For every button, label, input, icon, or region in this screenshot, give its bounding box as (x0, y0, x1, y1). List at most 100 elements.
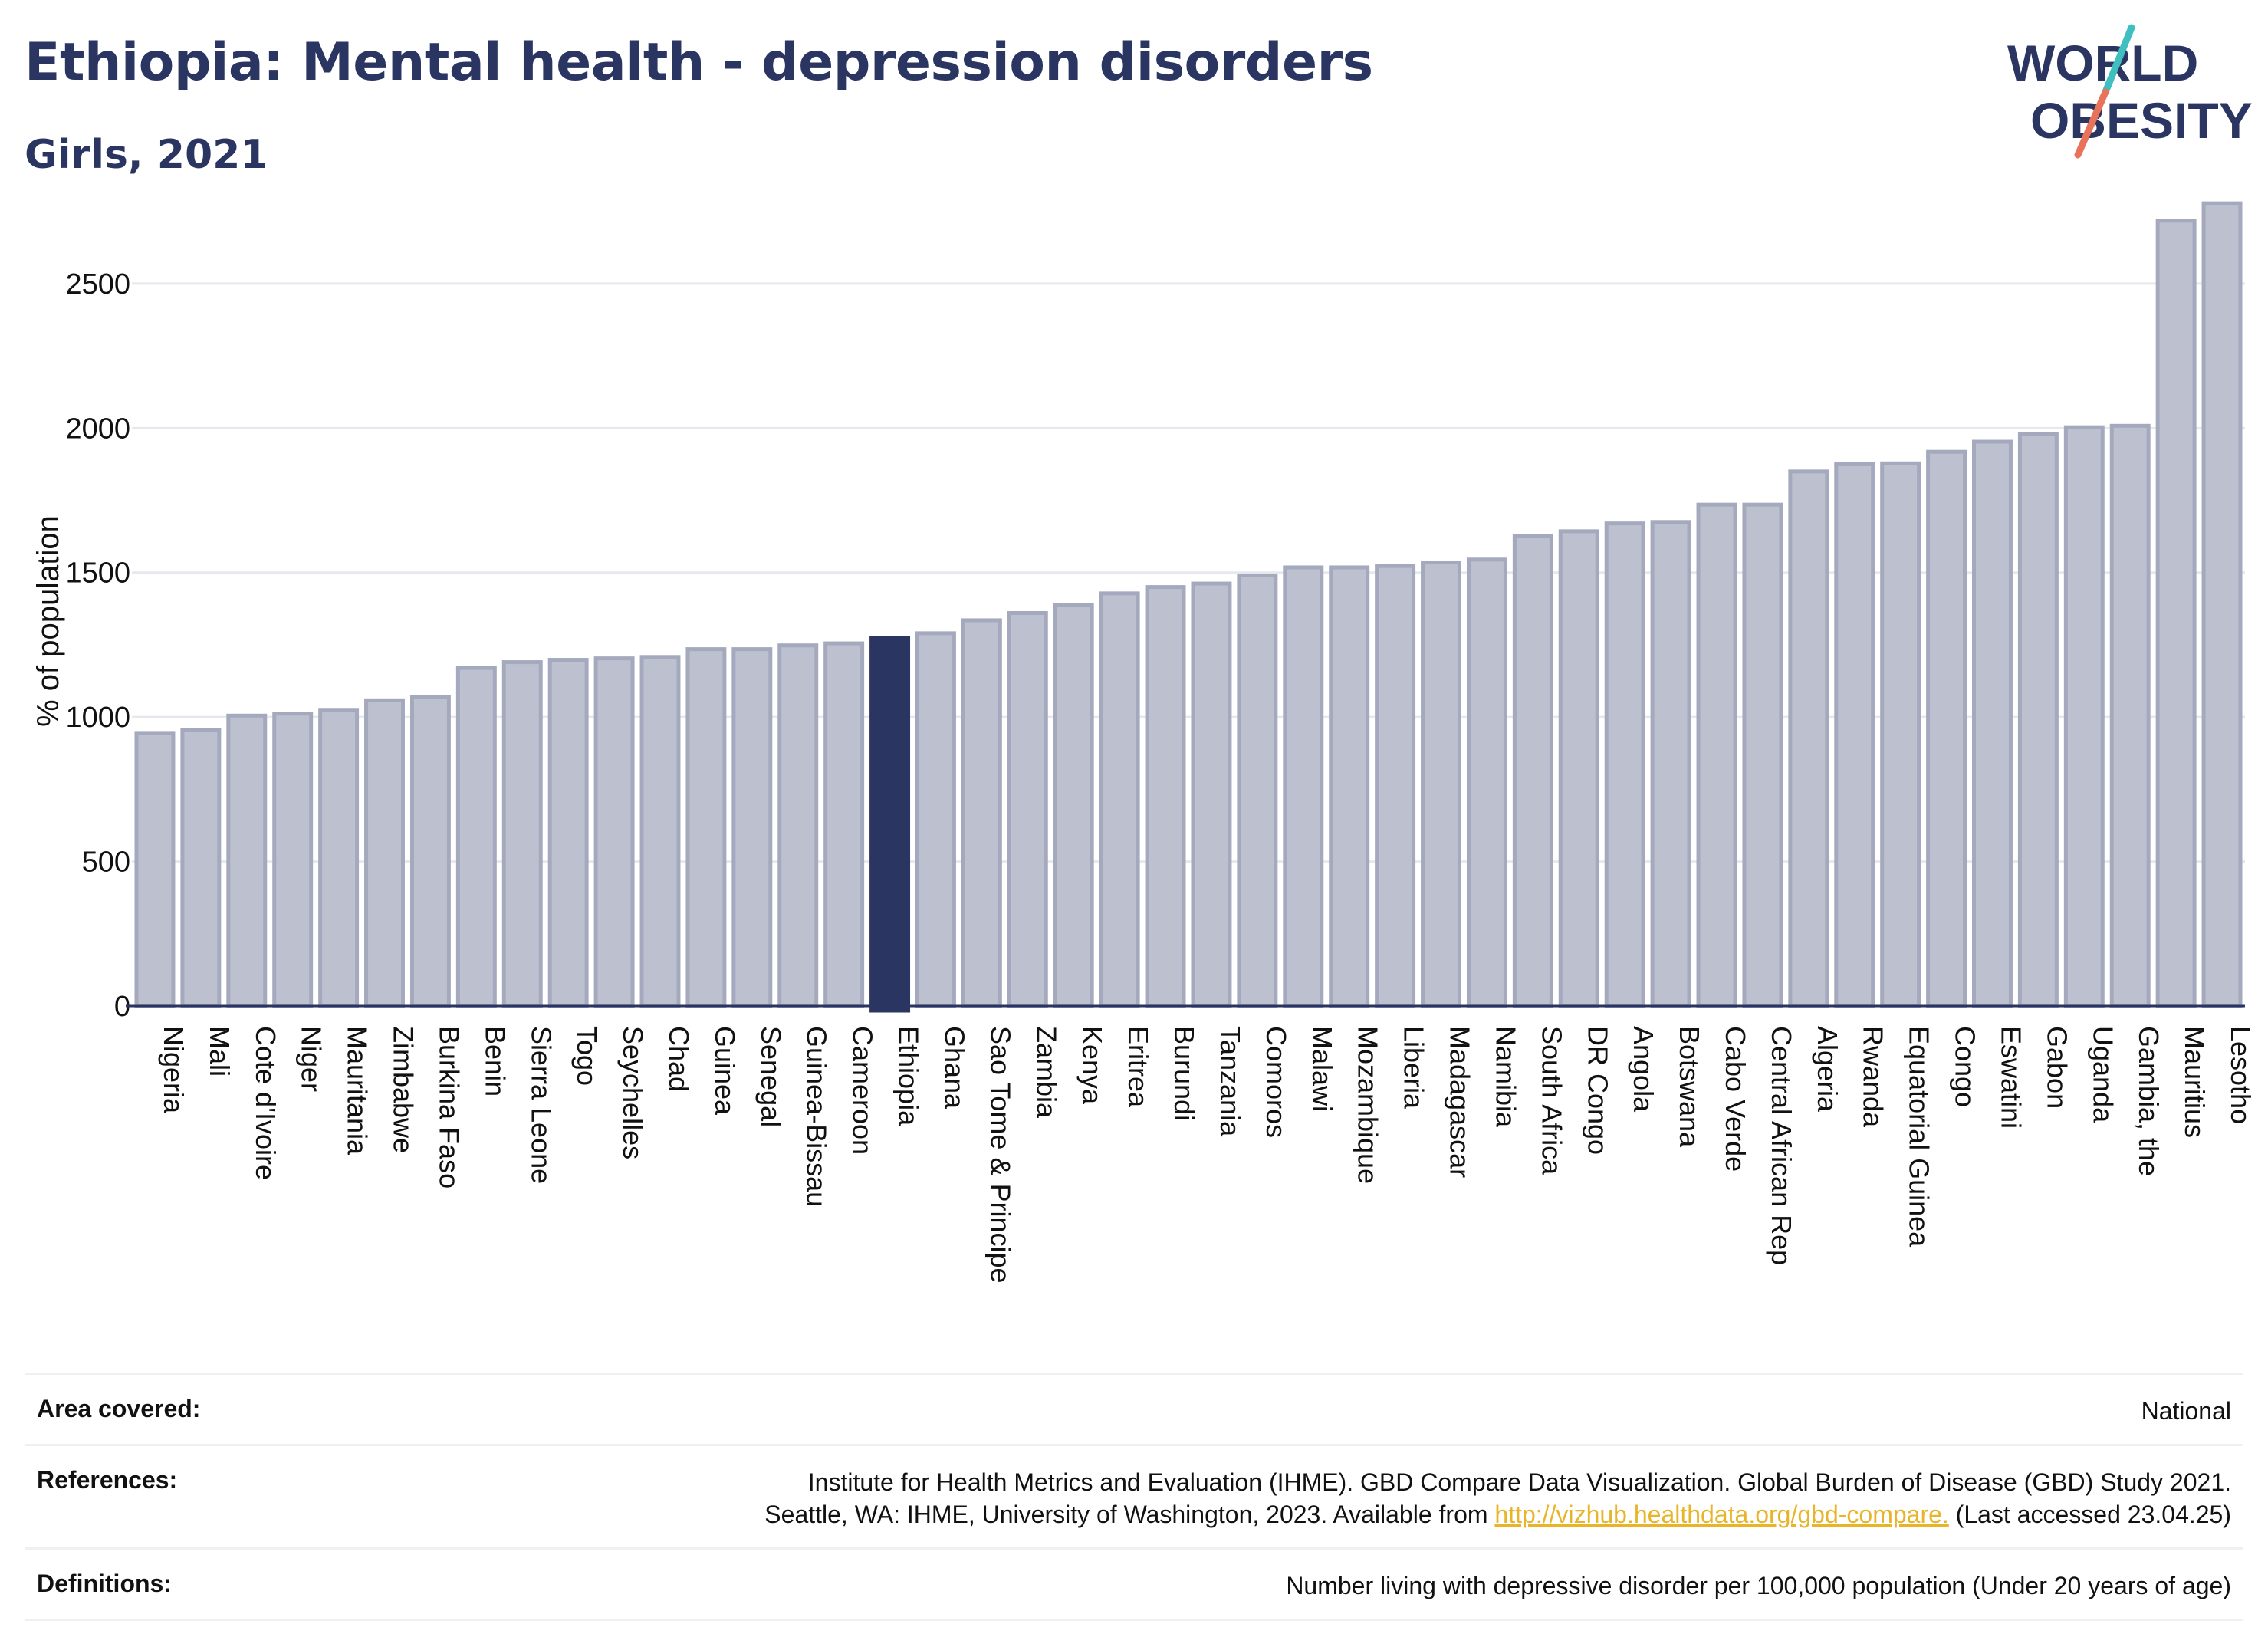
y-tick-label: 500 (82, 847, 130, 879)
bar-mozambique (1329, 565, 1370, 1008)
y-axis-label: % of population (31, 515, 65, 727)
references-line-2: Seattle, WA: IHME, University of Washing… (764, 1498, 2231, 1530)
bar-eritrea (1099, 591, 1140, 1008)
x-tick-label: Benin (479, 1026, 511, 1096)
x-tick-label: Ghana (938, 1026, 970, 1110)
bar-benin (455, 666, 497, 1008)
x-tick-label: Niger (296, 1026, 327, 1092)
bar-botswana (1650, 520, 1691, 1008)
bar-nigeria (134, 731, 176, 1008)
x-tick-label: Guinea (709, 1026, 741, 1116)
x-tick-label: Kenya (1076, 1026, 1108, 1105)
x-tick-label: Cameroon (847, 1026, 879, 1155)
x-tick-label: Seychelles (617, 1026, 649, 1159)
bar-sao-tome-principe (961, 618, 1002, 1008)
bar-burkina-faso (409, 695, 451, 1008)
x-tick-label: Senegal (755, 1026, 787, 1127)
definitions-value: Number living with depressive disorder p… (1286, 1572, 2231, 1599)
bar-senegal (731, 647, 773, 1008)
bar-liberia (1375, 564, 1416, 1008)
x-tick-label: Nigeria (158, 1026, 189, 1114)
x-tick-label: Equatorial Guinea (1904, 1026, 1935, 1248)
bar-burundi (1145, 585, 1186, 1008)
x-tick-label: Sao Tome & Principe (984, 1026, 1016, 1284)
references-line-2-text: Seattle, WA: IHME, University of Washing… (764, 1501, 1495, 1528)
x-tick-label: Comoros (1261, 1026, 1292, 1138)
x-tick-label: Cabo Verde (1720, 1026, 1751, 1172)
x-tick-label: Gabon (2041, 1026, 2072, 1109)
bar-cote-d-ivoire (226, 713, 268, 1008)
y-tick-label: 0 (114, 991, 130, 1023)
bar-south-africa (1512, 534, 1553, 1008)
bar-angola (1604, 521, 1645, 1008)
bar-gambia-the (2109, 423, 2151, 1008)
x-tick-label: Togo (571, 1026, 603, 1086)
bar-equatorial-guinea (1880, 461, 1921, 1008)
x-tick-label: South Africa (1536, 1026, 1567, 1175)
x-tick-label: Mauritania (342, 1026, 373, 1156)
references-value: Institute for Health Metrics and Evaluat… (764, 1466, 2231, 1530)
bar-chad (639, 655, 681, 1008)
x-tick-label: Eswatini (1995, 1026, 2026, 1129)
logo-slash-top (2102, 24, 2135, 96)
bar-rwanda (1834, 462, 1875, 1008)
x-tick-label: Zambia (1030, 1026, 1062, 1119)
chart-footer: Area covered: National References: Insti… (25, 1373, 2243, 1621)
x-tick-label: Chad (663, 1026, 695, 1092)
x-tick-label: Algeria (1812, 1026, 1843, 1113)
bar-chart: 0 500 1000 1500 2000 2500 Nigeria Mali Cote d'Iv… (31, 201, 2256, 1284)
bar-comoros (1237, 574, 1278, 1008)
bar-dr-congo (1558, 529, 1599, 1008)
bar-kenya (1053, 603, 1094, 1008)
x-tick-label: Botswana (1674, 1026, 1705, 1148)
x-tick-label: Burundi (1169, 1026, 1200, 1121)
logo-line-1: WORLD (2007, 35, 2198, 91)
bar-sierra-leone (501, 660, 543, 1008)
y-tick-label: 1500 (65, 557, 130, 590)
bar-eswatini (1972, 439, 2013, 1008)
chart-subtitle: Girls, 2021 (25, 132, 268, 178)
bar-namibia (1466, 557, 1507, 1008)
definitions-label: Definitions: (37, 1570, 172, 1597)
bar-ethiopia (869, 636, 911, 1013)
x-tick-label: Tanzania (1215, 1026, 1246, 1137)
x-tick-label: Cote d'Ivoire (250, 1026, 281, 1180)
bar-tanzania (1191, 581, 1232, 1008)
bars (134, 201, 2243, 1013)
bar-togo (547, 658, 589, 1008)
x-tick-label: Namibia (1490, 1026, 1521, 1128)
x-tick-label: Angola (1628, 1026, 1659, 1113)
footer-definitions-row: Definitions: Number living with depressi… (25, 1547, 2243, 1621)
y-tick-label: 2000 (65, 413, 130, 445)
references-line-1: Institute for Health Metrics and Evaluat… (807, 1468, 2231, 1496)
references-label: References: (37, 1466, 178, 1494)
bar-madagascar (1421, 561, 1461, 1008)
footer-references-row: References: Institute for Health Metrics… (25, 1444, 2243, 1547)
y-tick-label: 2500 (65, 268, 130, 301)
bar-zimbabwe (364, 698, 405, 1008)
bar-mauritius (2155, 219, 2197, 1008)
bar-gabon (2017, 432, 2059, 1008)
bar-uganda (2063, 425, 2105, 1008)
logo-line-2: OBESITY (2030, 92, 2253, 149)
x-tick-label: Mali (204, 1026, 235, 1077)
x-tick-label: Eritrea (1122, 1026, 1154, 1108)
bar-lesotho (2201, 201, 2243, 1008)
x-tick-label: Burkina Faso (433, 1026, 465, 1189)
x-tick-label: Congo (1950, 1026, 1981, 1107)
x-tick-label: Ethiopia (893, 1026, 925, 1126)
axes: 0 500 1000 1500 2000 2500 Nigeria Mali Cote d'Iv… (65, 268, 2256, 1284)
x-tick-label: Central African Rep (1766, 1026, 1797, 1265)
bar-mali (180, 728, 222, 1008)
x-tick-label: Gambia, the (2133, 1026, 2164, 1176)
x-tick-label: Guinea-Bissau (801, 1026, 833, 1207)
bar-seychelles (593, 656, 635, 1008)
x-tick-label: Zimbabwe (388, 1026, 419, 1153)
area-covered-label: Area covered: (37, 1395, 201, 1422)
references-link[interactable]: http://vizhub.healthdata.org/gbd-compare… (1494, 1501, 1949, 1528)
bar-guinea-bissau (777, 643, 819, 1008)
x-tick-label: Sierra Leone (525, 1026, 557, 1184)
references-accessed: (Last accessed 23.04.25) (1948, 1501, 2231, 1528)
bar-congo (1926, 449, 1967, 1008)
x-tick-label: Liberia (1399, 1026, 1430, 1110)
